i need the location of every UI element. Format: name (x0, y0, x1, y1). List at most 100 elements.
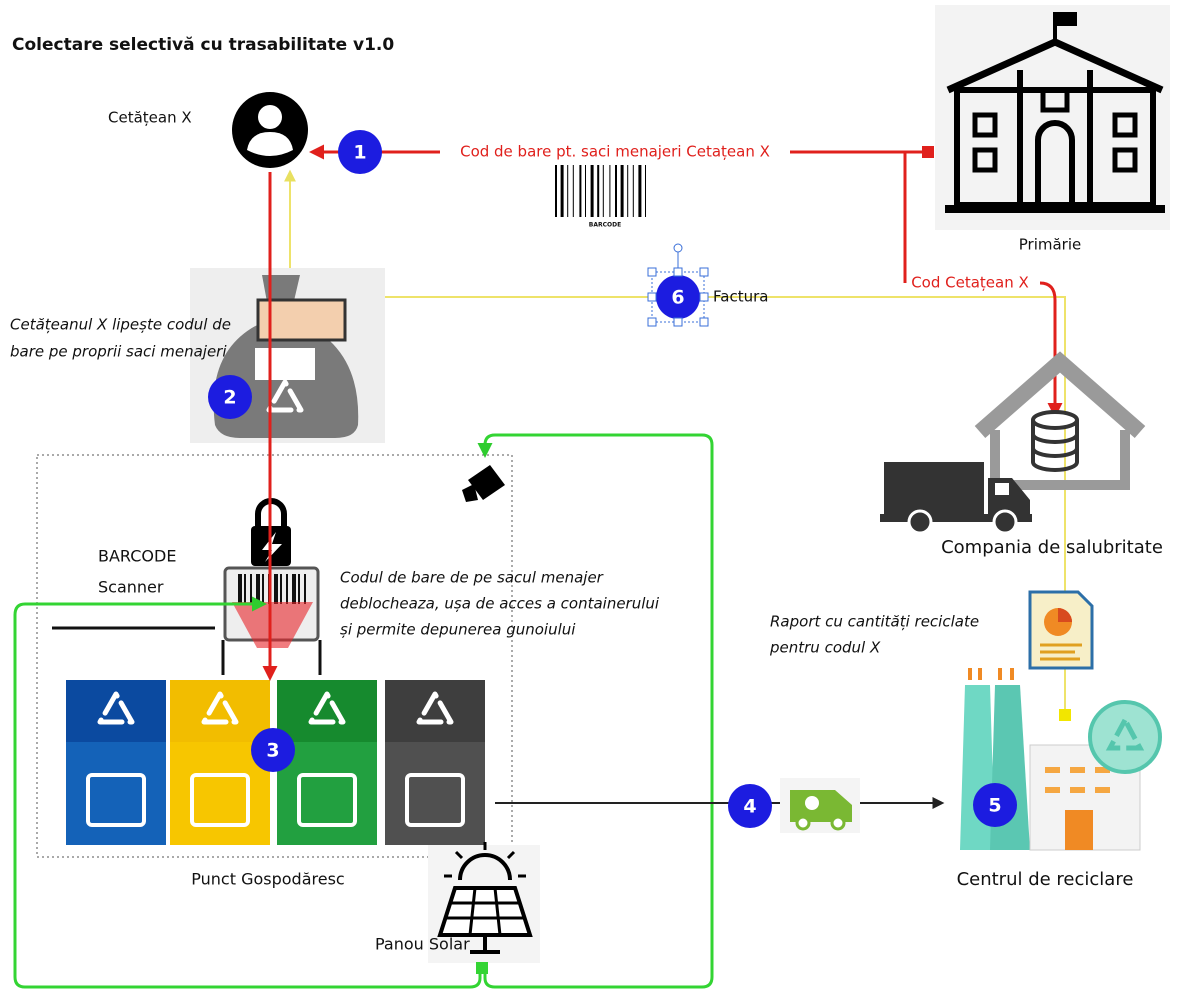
barcode-image-part (633, 165, 634, 217)
note: deblocheaza, ușa de acces a containerulu… (340, 595, 660, 613)
scanner-icon-part-part (280, 574, 282, 604)
selection-handles-part (674, 268, 682, 276)
city-hall-icon-part (1055, 12, 1077, 26)
step-marker: 2 (208, 375, 252, 419)
selection-handles-part (648, 293, 656, 301)
step-number: 4 (743, 796, 756, 818)
bag-icon-part (255, 348, 315, 380)
citizen-code-line (1040, 283, 1055, 415)
city-hall-label: Primărie (1019, 236, 1081, 254)
barcode-image-part (645, 165, 646, 217)
barcode-image-part (555, 165, 557, 217)
barcode-image-part (609, 165, 610, 217)
scanner-icon-part-part (262, 574, 264, 604)
recycling-center-icon-part (1065, 810, 1093, 850)
bins-part (277, 680, 377, 742)
green-truck-icon (780, 778, 860, 833)
step-number: 6 (671, 287, 684, 309)
note: pentru codul X (769, 639, 881, 657)
barcode-image-part (597, 165, 599, 217)
page: Diagram {"title": "Colectare selectivă c… (0, 0, 1180, 990)
scanner-icon-part-part (256, 574, 260, 604)
report-icon (1030, 592, 1092, 668)
barcode-image-part (573, 165, 574, 217)
note: și permite depunerea gunoiului (340, 621, 576, 639)
barcode-line-start (922, 146, 934, 158)
power-source (476, 962, 488, 974)
sanitation-company-icon-part (884, 462, 984, 514)
citizen-code-line (905, 152, 922, 283)
page-body: Colectare selectivă cu trasabilitate v1.… (0, 0, 1180, 990)
selection-handles-part (700, 318, 708, 326)
selection-handles-part (648, 268, 656, 276)
recycling-center-icon-part (970, 668, 1012, 680)
barcode-image-part (627, 165, 628, 217)
scanner-icon-part-part (298, 574, 300, 604)
barcode-image-part (579, 165, 581, 217)
sanitation-company-icon-part (909, 511, 931, 533)
selection-handles-part (700, 293, 708, 301)
note: Raport cu cantități reciclate (770, 613, 979, 631)
step-number: 2 (223, 387, 236, 409)
step-marker: 3 (251, 728, 295, 772)
barcode-image-part (561, 165, 564, 217)
scanner-icon-part-part (238, 574, 242, 604)
green-truck-icon-part (797, 817, 809, 829)
bins-part (66, 742, 166, 845)
scanner-label: Scanner (98, 578, 164, 597)
barcode-image-part (603, 165, 604, 217)
note: Cetățeanul X lipește codul de (10, 316, 231, 334)
city-hall-icon-part (945, 205, 1165, 213)
sanitation-company-icon-part (1033, 412, 1077, 428)
green-truck-icon-part (832, 817, 844, 829)
collection-point-label: Punct Gospodăresc (191, 870, 344, 889)
bins-part (385, 680, 485, 742)
citizen-icon (232, 92, 308, 168)
bins-part (170, 680, 270, 742)
barcode-image-part (638, 165, 641, 217)
sanitation-company-icon (880, 362, 1140, 533)
selection-handles-part (648, 318, 656, 326)
citizen-icon-part (258, 105, 282, 129)
step-marker: 6 (656, 275, 700, 319)
scanner-label: BARCODE (98, 547, 176, 566)
step-number: 1 (353, 142, 366, 164)
sanitation-company-label: Compania de salubritate (941, 537, 1163, 558)
barcode-flow-label: Cod de bare pt. saci menajeri Cetațean X (460, 143, 770, 161)
step-number: 5 (988, 795, 1001, 817)
barcode-image-part (621, 165, 624, 217)
citizen-icon-part (232, 92, 308, 168)
note: bare pe proprii saci menajeri (10, 343, 227, 361)
barcode-image-part (591, 165, 594, 217)
bins-part (385, 742, 485, 845)
title: Colectare selectivă cu trasabilitate v1.… (12, 35, 394, 55)
scanner-icon-part-part (286, 574, 288, 604)
bins-part (66, 680, 166, 742)
invoice-label: Factura (713, 288, 768, 306)
diagram: Colectare selectivă cu trasabilitate v1.… (0, 0, 1180, 990)
barcode-image-part (567, 165, 568, 217)
step-marker: 5 (973, 783, 1017, 827)
scanner-icon-part-part (244, 574, 246, 604)
scanner-icon-part-part (274, 574, 278, 604)
barcode-image-part (615, 165, 617, 217)
selection-handles-part (674, 244, 682, 252)
recycling-center-icon-part (1090, 702, 1160, 772)
camera-icon (462, 465, 505, 502)
sanitation-company-icon-part (995, 483, 1009, 495)
step-number: 3 (266, 740, 279, 762)
scanner-icon-part-part (250, 574, 252, 604)
solar-panel-label: Panou Solar (375, 935, 470, 954)
selection-handles-part (700, 268, 708, 276)
citizen-label: Cetățean X (108, 109, 192, 127)
note: Codul de bare de pe sacul menajer (340, 569, 604, 587)
barcode-image-label: BARCODE (589, 222, 621, 229)
scanner-icon-part-part (304, 574, 306, 604)
step-marker: 1 (338, 130, 382, 174)
barcode-image (555, 165, 646, 217)
selection-handles-part (674, 318, 682, 326)
scanner-icon-part-part (292, 574, 296, 604)
sanitation-company-icon-part (994, 511, 1016, 533)
recycling-center-label: Centrul de reciclare (957, 869, 1134, 890)
green-truck-icon-part (805, 796, 819, 810)
